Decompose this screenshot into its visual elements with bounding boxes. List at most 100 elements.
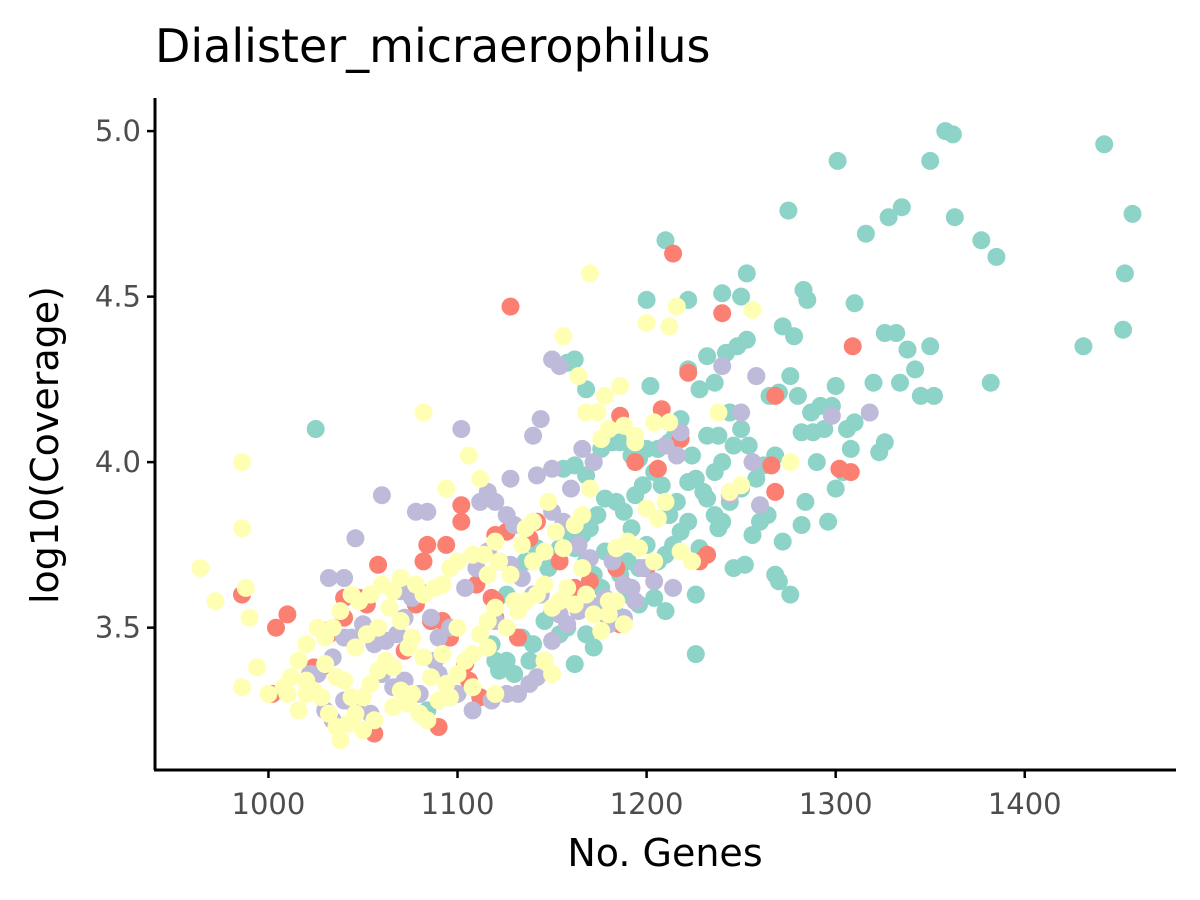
data-point-series-4 — [441, 559, 459, 578]
data-point-series-2 — [843, 337, 862, 356]
data-point-series-1 — [747, 469, 766, 488]
data-point-series-1 — [584, 638, 603, 657]
data-point-series-1 — [781, 585, 800, 604]
x-axis-title: No. Genes — [567, 831, 762, 875]
data-point-series-2 — [648, 459, 667, 478]
data-point-series-1 — [945, 208, 964, 227]
data-point-series-2 — [762, 456, 781, 475]
data-point-series-1 — [637, 290, 656, 309]
data-point-series-4 — [486, 598, 505, 617]
data-point-series-1 — [588, 506, 607, 525]
data-point-series-4 — [463, 645, 482, 664]
data-point-series-4 — [490, 552, 509, 571]
data-point-series-3 — [645, 572, 664, 591]
data-point-series-1 — [898, 340, 917, 359]
data-point-series-4 — [399, 638, 418, 657]
data-point-series-1 — [921, 337, 940, 356]
data-point-series-2 — [267, 618, 285, 637]
data-point-series-2 — [652, 400, 671, 419]
data-point-series-3 — [531, 410, 550, 429]
data-point-series-4 — [342, 688, 361, 707]
data-point-series-4 — [656, 492, 675, 511]
data-point-series-3 — [372, 486, 391, 505]
y-axis-ticks: 3.5 4.0 4.5 5.0 — [95, 114, 155, 645]
data-point-series-4 — [588, 403, 607, 422]
data-point-series-4 — [505, 592, 524, 611]
data-point-series-2 — [841, 463, 860, 482]
data-point-series-1 — [796, 492, 815, 511]
data-point-series-1 — [819, 512, 838, 531]
data-point-series-1 — [743, 526, 762, 544]
data-point-series-1 — [856, 224, 875, 243]
y-tick-label: 5.0 — [95, 114, 141, 148]
data-point-series-3 — [562, 479, 580, 498]
data-point-series-1 — [698, 489, 717, 508]
data-point-series-1 — [807, 453, 826, 472]
data-point-series-2 — [626, 453, 645, 472]
data-point-series-3 — [335, 569, 354, 587]
data-point-series-4 — [463, 678, 482, 697]
data-point-series-1 — [683, 446, 701, 465]
data-point-series-1 — [972, 231, 991, 250]
data-point-series-1 — [845, 294, 864, 313]
data-point-series-4 — [607, 539, 626, 558]
data-point-series-4 — [599, 592, 618, 611]
data-point-series-2 — [452, 496, 471, 515]
data-point-series-4 — [459, 446, 478, 465]
data-point-series-4 — [384, 658, 403, 677]
points-layer — [191, 122, 1142, 750]
data-point-series-3 — [860, 403, 879, 422]
data-point-series-1 — [838, 420, 856, 438]
data-point-series-3 — [543, 631, 562, 650]
data-point-series-4 — [478, 565, 497, 584]
y-tick-label: 4.0 — [95, 445, 141, 479]
data-point-series-1 — [788, 386, 807, 405]
data-point-series-3 — [550, 357, 569, 376]
data-point-series-3 — [713, 357, 732, 376]
data-point-series-4 — [626, 433, 645, 452]
data-point-series-1 — [690, 380, 709, 399]
data-point-series-4 — [524, 552, 543, 571]
y-tick-label: 3.5 — [95, 611, 141, 645]
data-point-series-4 — [637, 314, 656, 333]
data-point-series-4 — [512, 535, 531, 554]
data-point-series-4 — [380, 598, 399, 617]
data-point-series-2 — [713, 304, 732, 323]
data-point-series-4 — [645, 413, 664, 432]
data-point-series-4 — [592, 622, 611, 640]
data-point-series-4 — [191, 559, 210, 578]
data-point-series-4 — [486, 532, 505, 551]
data-point-series-1 — [686, 585, 705, 604]
data-point-series-4 — [319, 704, 338, 723]
data-point-series-2 — [278, 605, 297, 624]
data-point-series-3 — [822, 406, 841, 425]
data-point-series-4 — [391, 569, 410, 587]
data-point-series-4 — [361, 674, 380, 693]
data-point-series-1 — [943, 125, 962, 144]
data-point-series-3 — [527, 466, 546, 485]
data-point-series-1 — [1074, 337, 1093, 356]
data-point-series-3 — [747, 367, 766, 386]
data-point-series-1 — [306, 420, 325, 438]
data-point-series-4 — [233, 678, 251, 697]
data-point-series-4 — [471, 625, 490, 644]
x-tick-label: 1100 — [421, 787, 495, 821]
data-point-series-3 — [543, 459, 562, 478]
data-point-series-4 — [554, 539, 573, 558]
x-tick-label: 1300 — [799, 787, 873, 821]
data-point-series-4 — [403, 684, 422, 703]
data-point-series-4 — [660, 317, 679, 336]
data-point-series-1 — [679, 473, 698, 491]
data-point-series-4 — [558, 578, 577, 597]
data-point-series-4 — [233, 519, 251, 538]
data-point-series-4 — [599, 605, 618, 624]
chart-title: Dialister_micraerophilus — [155, 19, 711, 73]
data-point-series-4 — [414, 403, 433, 422]
data-point-series-4 — [543, 665, 562, 683]
x-tick-label: 1400 — [988, 787, 1062, 821]
data-point-series-4 — [584, 605, 603, 624]
data-point-series-4 — [414, 648, 433, 667]
data-point-series-3 — [569, 535, 588, 554]
data-point-series-4 — [781, 453, 800, 472]
data-point-series-4 — [497, 618, 516, 637]
